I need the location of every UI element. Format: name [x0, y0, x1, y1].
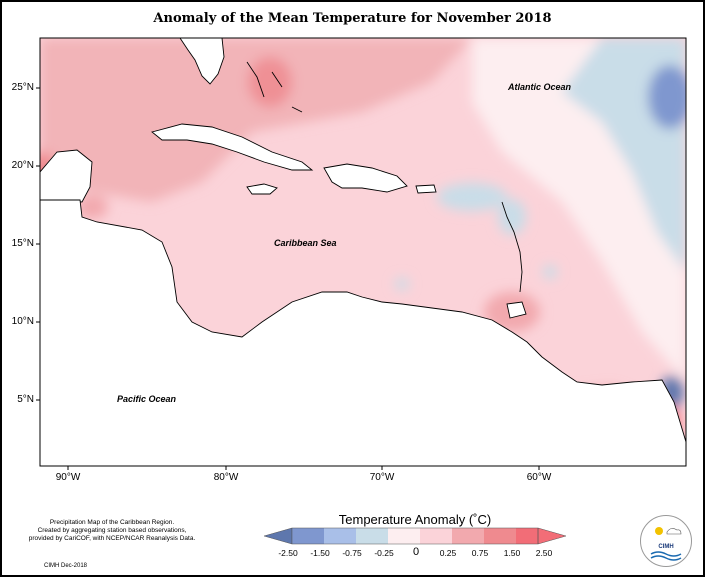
colorbar-segment	[388, 528, 420, 544]
cool-core-atlantic	[648, 65, 686, 129]
land-bahamas	[246, 61, 303, 113]
ocean-label-caribbean: Caribbean Sea	[274, 238, 337, 248]
ocean-label-pacific: Pacific Ocean	[117, 394, 177, 404]
lat-label: 5°N	[17, 394, 34, 405]
colorbar-segment	[263, 527, 293, 545]
legend-tick: -0.25	[374, 548, 394, 558]
axis-ticks	[36, 87, 540, 470]
colorbar-segment	[292, 528, 324, 544]
land-hispaniola	[323, 163, 408, 193]
legend-tick: -0.75	[342, 548, 362, 558]
cool-region-barbados	[498, 199, 526, 235]
logo-icon	[650, 527, 682, 561]
colorbar-segment	[324, 528, 356, 544]
lon-label: 90°W	[55, 472, 81, 483]
credits-line: Created by aggregating station based obs…	[37, 527, 187, 534]
legend-tick: -1.50	[310, 548, 330, 558]
land-trinidad	[506, 301, 527, 319]
legend-tick: 0.75	[471, 548, 489, 558]
map-title: Anomaly of the Mean Temperature for Nove…	[153, 11, 552, 26]
ocean-label-atlantic: Atlantic Ocean	[508, 82, 572, 92]
credits-date: CIMH Dec-2018	[44, 563, 88, 569]
colorbar-segment	[356, 528, 388, 544]
lat-label: 25°N	[11, 82, 34, 93]
legend-tick: 1.50	[503, 548, 521, 558]
logo-text: CIMH	[658, 544, 674, 550]
land-puerto-rico	[415, 184, 437, 194]
cool-spot-aruba	[395, 278, 409, 290]
cool-region-leewards	[437, 183, 507, 211]
legend-title: Temperature Anomaly (˚C)	[338, 512, 492, 527]
land-masses	[40, 38, 686, 466]
legend-tick: 0.25	[439, 548, 457, 558]
plot-border	[39, 37, 687, 467]
anomaly-field	[40, 38, 686, 466]
cimh-logo: CIMH	[640, 515, 692, 567]
legend-tick: -2.50	[278, 548, 298, 558]
warm-region-gulf	[40, 38, 472, 202]
land-lesser-antilles	[501, 201, 523, 293]
land-jamaica	[246, 183, 278, 195]
land-cuba	[151, 123, 314, 171]
colorbar-segment	[452, 528, 484, 544]
colorbar-segment	[537, 527, 567, 545]
land-central-south-america	[40, 199, 686, 466]
legend-tick: 0	[412, 546, 420, 558]
credits-text: Precipitation Map of the Caribbean Regio…	[12, 519, 212, 543]
colorbar-segment	[420, 528, 452, 544]
lat-label: 10°N	[11, 316, 34, 327]
colorbar-segment	[516, 528, 538, 544]
colorbar	[263, 527, 567, 545]
warm-region-bahamas	[248, 57, 292, 107]
lon-label: 80°W	[213, 472, 239, 483]
island-arcs	[246, 61, 523, 293]
credits-line: provided by CariCOF, with NCEP/NCAR Rean…	[28, 535, 196, 542]
lon-label: 70°W	[369, 472, 395, 483]
credits-line: Precipitation Map of the Caribbean Regio…	[49, 519, 175, 526]
cool-spot	[543, 265, 557, 279]
lat-label: 15°N	[11, 238, 34, 249]
warm-region-belize	[76, 195, 108, 219]
lon-label: 60°W	[526, 472, 552, 483]
colorbar-segment	[484, 528, 516, 544]
land-florida	[179, 38, 225, 85]
lat-label: 20°N	[11, 160, 34, 171]
legend-tick: 2.50	[535, 548, 553, 558]
